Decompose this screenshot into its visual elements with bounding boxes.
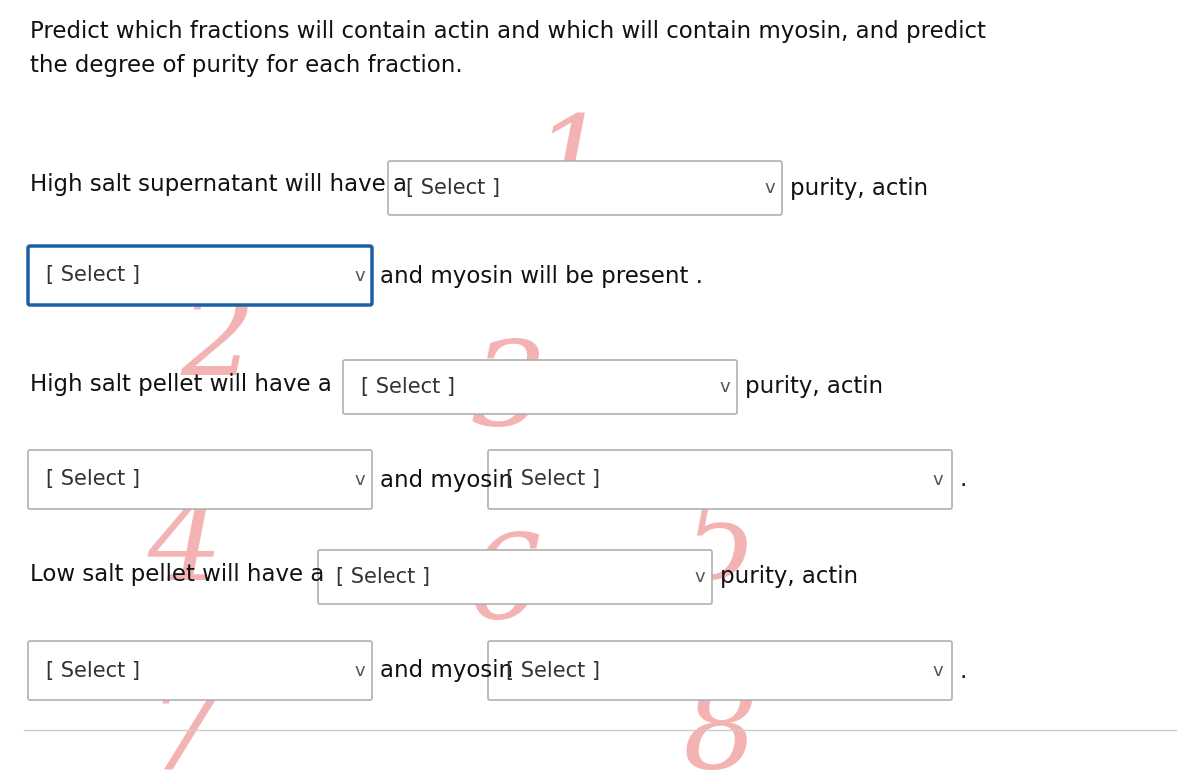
Text: purity, actin: purity, actin [720, 566, 858, 588]
Text: [ Select ]: [ Select ] [46, 265, 140, 286]
Text: v: v [355, 267, 365, 285]
Text: 4: 4 [148, 490, 222, 604]
Text: 2: 2 [180, 285, 256, 399]
Text: [ Select ]: [ Select ] [46, 470, 140, 489]
Text: 5: 5 [683, 488, 757, 603]
FancyBboxPatch shape [318, 550, 712, 604]
Text: Low salt pellet will have a: Low salt pellet will have a [30, 563, 324, 587]
FancyBboxPatch shape [28, 641, 372, 700]
Text: .: . [960, 468, 967, 491]
FancyBboxPatch shape [488, 641, 952, 700]
FancyBboxPatch shape [343, 360, 737, 414]
Text: [ Select ]: [ Select ] [506, 660, 600, 680]
FancyBboxPatch shape [488, 450, 952, 509]
Text: and myosin: and myosin [380, 468, 514, 491]
Text: and myosin: and myosin [380, 659, 514, 683]
FancyBboxPatch shape [388, 161, 782, 215]
Text: v: v [764, 179, 775, 197]
Text: v: v [355, 471, 365, 489]
Text: [ Select ]: [ Select ] [361, 377, 455, 397]
Text: v: v [932, 471, 943, 489]
FancyBboxPatch shape [28, 246, 372, 305]
Text: [ Select ]: [ Select ] [406, 178, 500, 198]
Text: [ Select ]: [ Select ] [46, 660, 140, 680]
Text: v: v [932, 662, 943, 680]
Text: v: v [695, 568, 706, 586]
Text: High salt supernatant will have a: High salt supernatant will have a [30, 173, 407, 197]
Text: [ Select ]: [ Select ] [336, 567, 430, 587]
Text: High salt pellet will have a: High salt pellet will have a [30, 374, 332, 396]
Text: 7: 7 [148, 680, 222, 774]
Text: [ Select ]: [ Select ] [506, 470, 600, 489]
Text: and myosin will be present .: and myosin will be present . [380, 265, 703, 287]
Text: 6: 6 [468, 528, 542, 642]
Text: v: v [720, 378, 731, 396]
Text: 3: 3 [470, 335, 546, 450]
Text: purity, actin: purity, actin [745, 375, 883, 399]
Text: Predict which fractions will contain actin and which will contain myosin, and pr: Predict which fractions will contain act… [30, 20, 986, 77]
Text: purity, actin: purity, actin [790, 176, 928, 200]
Text: 8: 8 [683, 678, 757, 774]
Text: v: v [355, 662, 365, 680]
Text: .: . [960, 659, 967, 683]
Text: 1: 1 [533, 110, 607, 224]
FancyBboxPatch shape [28, 450, 372, 509]
